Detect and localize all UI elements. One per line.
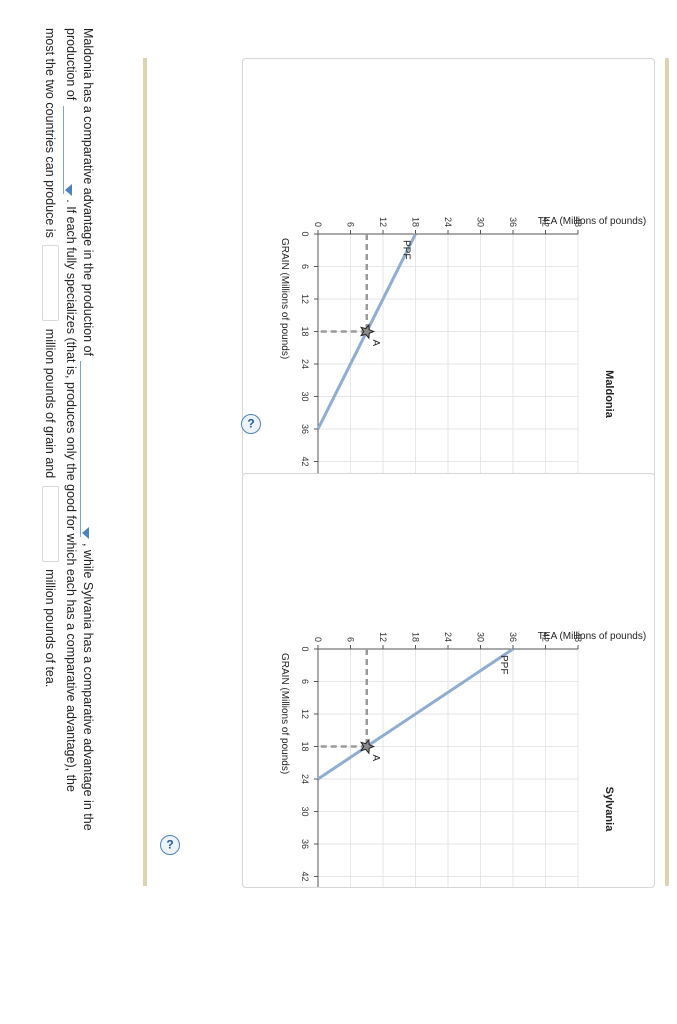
grain-total-input[interactable] <box>42 245 59 322</box>
question-line-1: Maldonia has a comparative advantage in … <box>80 28 96 998</box>
x-tick-label: 24 <box>300 359 310 369</box>
question-text: . If each fully specializes (that is, pr… <box>64 199 78 792</box>
y-tick-label: 18 <box>411 632 421 642</box>
question-text: million pounds of grain and <box>43 328 57 479</box>
y-tick-label: 36 <box>508 632 518 642</box>
y-tick-label: 30 <box>476 632 486 642</box>
question-line-3: most the two countries can produce is mi… <box>42 28 59 998</box>
x-tick-label: 0 <box>300 231 310 236</box>
x-tick-label: 24 <box>300 774 310 784</box>
y-tick-label: 6 <box>346 222 356 227</box>
chevron-down-icon <box>82 527 89 540</box>
y-tick-label: 36 <box>508 217 518 227</box>
y-tick-label: 48 <box>573 217 583 227</box>
maldonia-panel: Maldonia06121824303642480612182430364248… <box>242 58 655 499</box>
question-text: , while Sylvania has a comparative advan… <box>81 542 95 831</box>
question-line-2: production of . If each fully specialize… <box>63 28 79 998</box>
y-tick-label: 48 <box>573 632 583 642</box>
y-tick-label: 42 <box>541 217 551 227</box>
sylvania-good-dropdown[interactable] <box>63 105 79 196</box>
help-label: ? <box>166 838 174 852</box>
y-tick-label: 18 <box>411 217 421 227</box>
y-tick-label: 30 <box>476 217 486 227</box>
x-tick-label: 18 <box>300 741 310 751</box>
x-tick-label: 42 <box>300 871 310 881</box>
ppf-label: PPF <box>401 240 412 259</box>
x-tick-label: 30 <box>300 391 310 401</box>
y-tick-label: 12 <box>378 217 388 227</box>
x-tick-label: 6 <box>300 679 310 684</box>
point-a-marker <box>360 738 376 755</box>
y-tick-label: 0 <box>313 222 323 227</box>
y-tick-label: 24 <box>443 217 453 227</box>
ppf-label: PPF <box>498 655 509 674</box>
help-label: ? <box>247 417 255 431</box>
ppf-line <box>317 647 514 781</box>
question-text: Maldonia has a comparative advantage in … <box>81 28 95 356</box>
point-a-label: A <box>370 755 381 762</box>
chevron-down-icon <box>65 183 72 196</box>
x-tick-label: 6 <box>300 264 310 269</box>
help-icon[interactable]: ? <box>241 414 261 434</box>
x-tick-label: 18 <box>300 326 310 336</box>
maldonia-good-dropdown[interactable] <box>80 361 96 540</box>
point-a-label: A <box>370 340 381 347</box>
chart-title: Sylvania <box>603 787 615 833</box>
y-tick-label: 12 <box>378 632 388 642</box>
x-tick-label: 0 <box>300 646 310 651</box>
x-tick-label: 36 <box>300 424 310 434</box>
y-tick-label: 24 <box>443 632 453 642</box>
bottom-divider <box>143 58 147 886</box>
y-axis-label: TEA (Millions of pounds) <box>538 216 646 227</box>
top-divider <box>665 58 669 886</box>
help-icon[interactable]: ? <box>160 835 180 855</box>
x-axis-label: GRAIN (Millions of pounds) <box>279 653 290 774</box>
y-tick-label: 0 <box>313 637 323 642</box>
y-axis-label: TEA (Millions of pounds) <box>538 631 646 642</box>
point-a-marker <box>360 323 376 340</box>
y-tick-label: 42 <box>541 632 551 642</box>
question-text: most the two countries can produce is <box>43 28 57 238</box>
y-tick-label: 6 <box>346 637 356 642</box>
x-tick-label: 12 <box>300 294 310 304</box>
x-tick-label: 36 <box>300 839 310 849</box>
maldonia-chart: Maldonia06121824303642480612182430364248… <box>279 216 646 499</box>
sylvania-panel: Sylvania06121824303642480612182430364248… <box>242 473 655 914</box>
x-tick-label: 12 <box>300 709 310 719</box>
x-tick-label: 30 <box>300 806 310 816</box>
x-axis-label: GRAIN (Millions of pounds) <box>279 238 290 359</box>
chart-title: Maldonia <box>603 370 615 419</box>
sylvania-chart: Sylvania06121824303642480612182430364248… <box>279 631 646 914</box>
question-text: million pounds of tea. <box>43 569 57 688</box>
question-text: production of <box>64 28 78 101</box>
x-tick-label: 42 <box>300 456 310 466</box>
tea-total-input[interactable] <box>42 485 59 562</box>
